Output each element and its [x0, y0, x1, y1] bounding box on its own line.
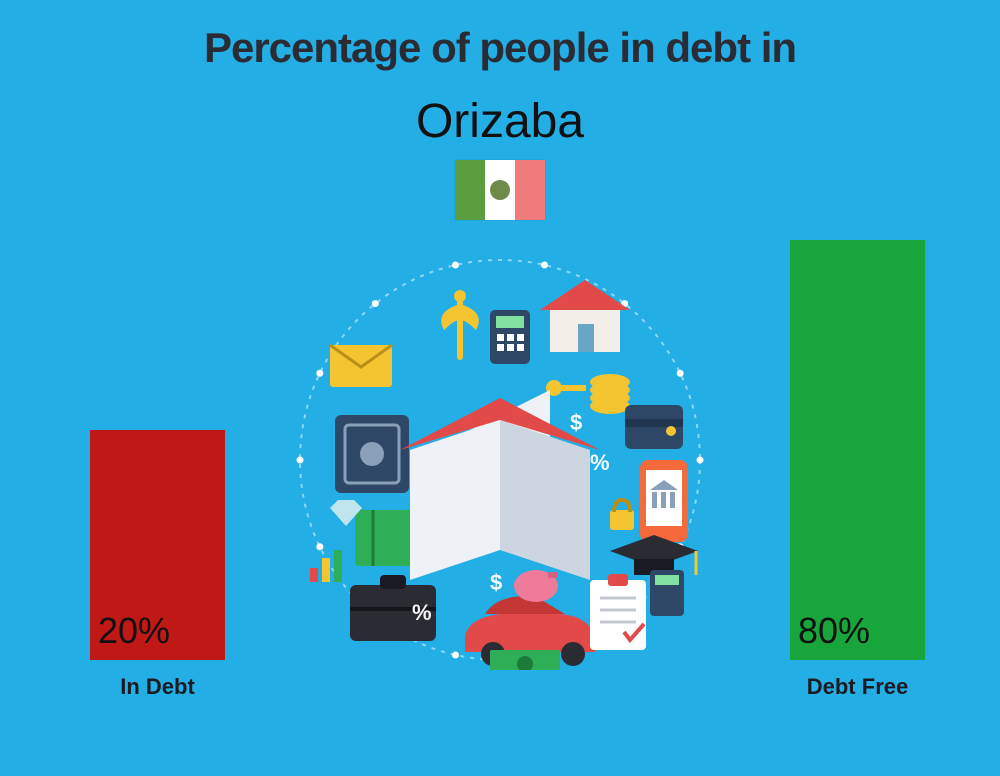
- flag-mexico-icon: [455, 160, 545, 220]
- svg-text:%: %: [412, 600, 432, 625]
- bar-debt-free-label: Debt Free: [790, 674, 925, 700]
- page-title: Percentage of people in debt in: [0, 24, 1000, 72]
- flag-emblem-icon: [490, 180, 510, 200]
- flag-stripe-center: [485, 160, 515, 220]
- svg-text:$: $: [570, 410, 582, 435]
- svg-text:%: %: [590, 450, 610, 475]
- bar-in-debt-label: In Debt: [90, 674, 225, 700]
- flag-stripe-right: [515, 160, 545, 220]
- bar-debt-free-rect: 80%: [790, 240, 925, 660]
- flag-stripe-left: [455, 160, 485, 220]
- bar-in-debt-rect: 20%: [90, 430, 225, 660]
- city-name: Orizaba: [0, 94, 1000, 149]
- svg-text:$: $: [490, 570, 502, 595]
- finance-illustration-icon: % % $ $: [290, 250, 710, 670]
- bar-in-debt: 20% In Debt: [90, 430, 225, 700]
- infographic-canvas: Percentage of people in debt in Orizaba: [0, 0, 1000, 776]
- bar-debt-free-value: 80%: [798, 610, 870, 652]
- bar-in-debt-value: 20%: [98, 610, 170, 652]
- bar-debt-free: 80% Debt Free: [790, 240, 925, 700]
